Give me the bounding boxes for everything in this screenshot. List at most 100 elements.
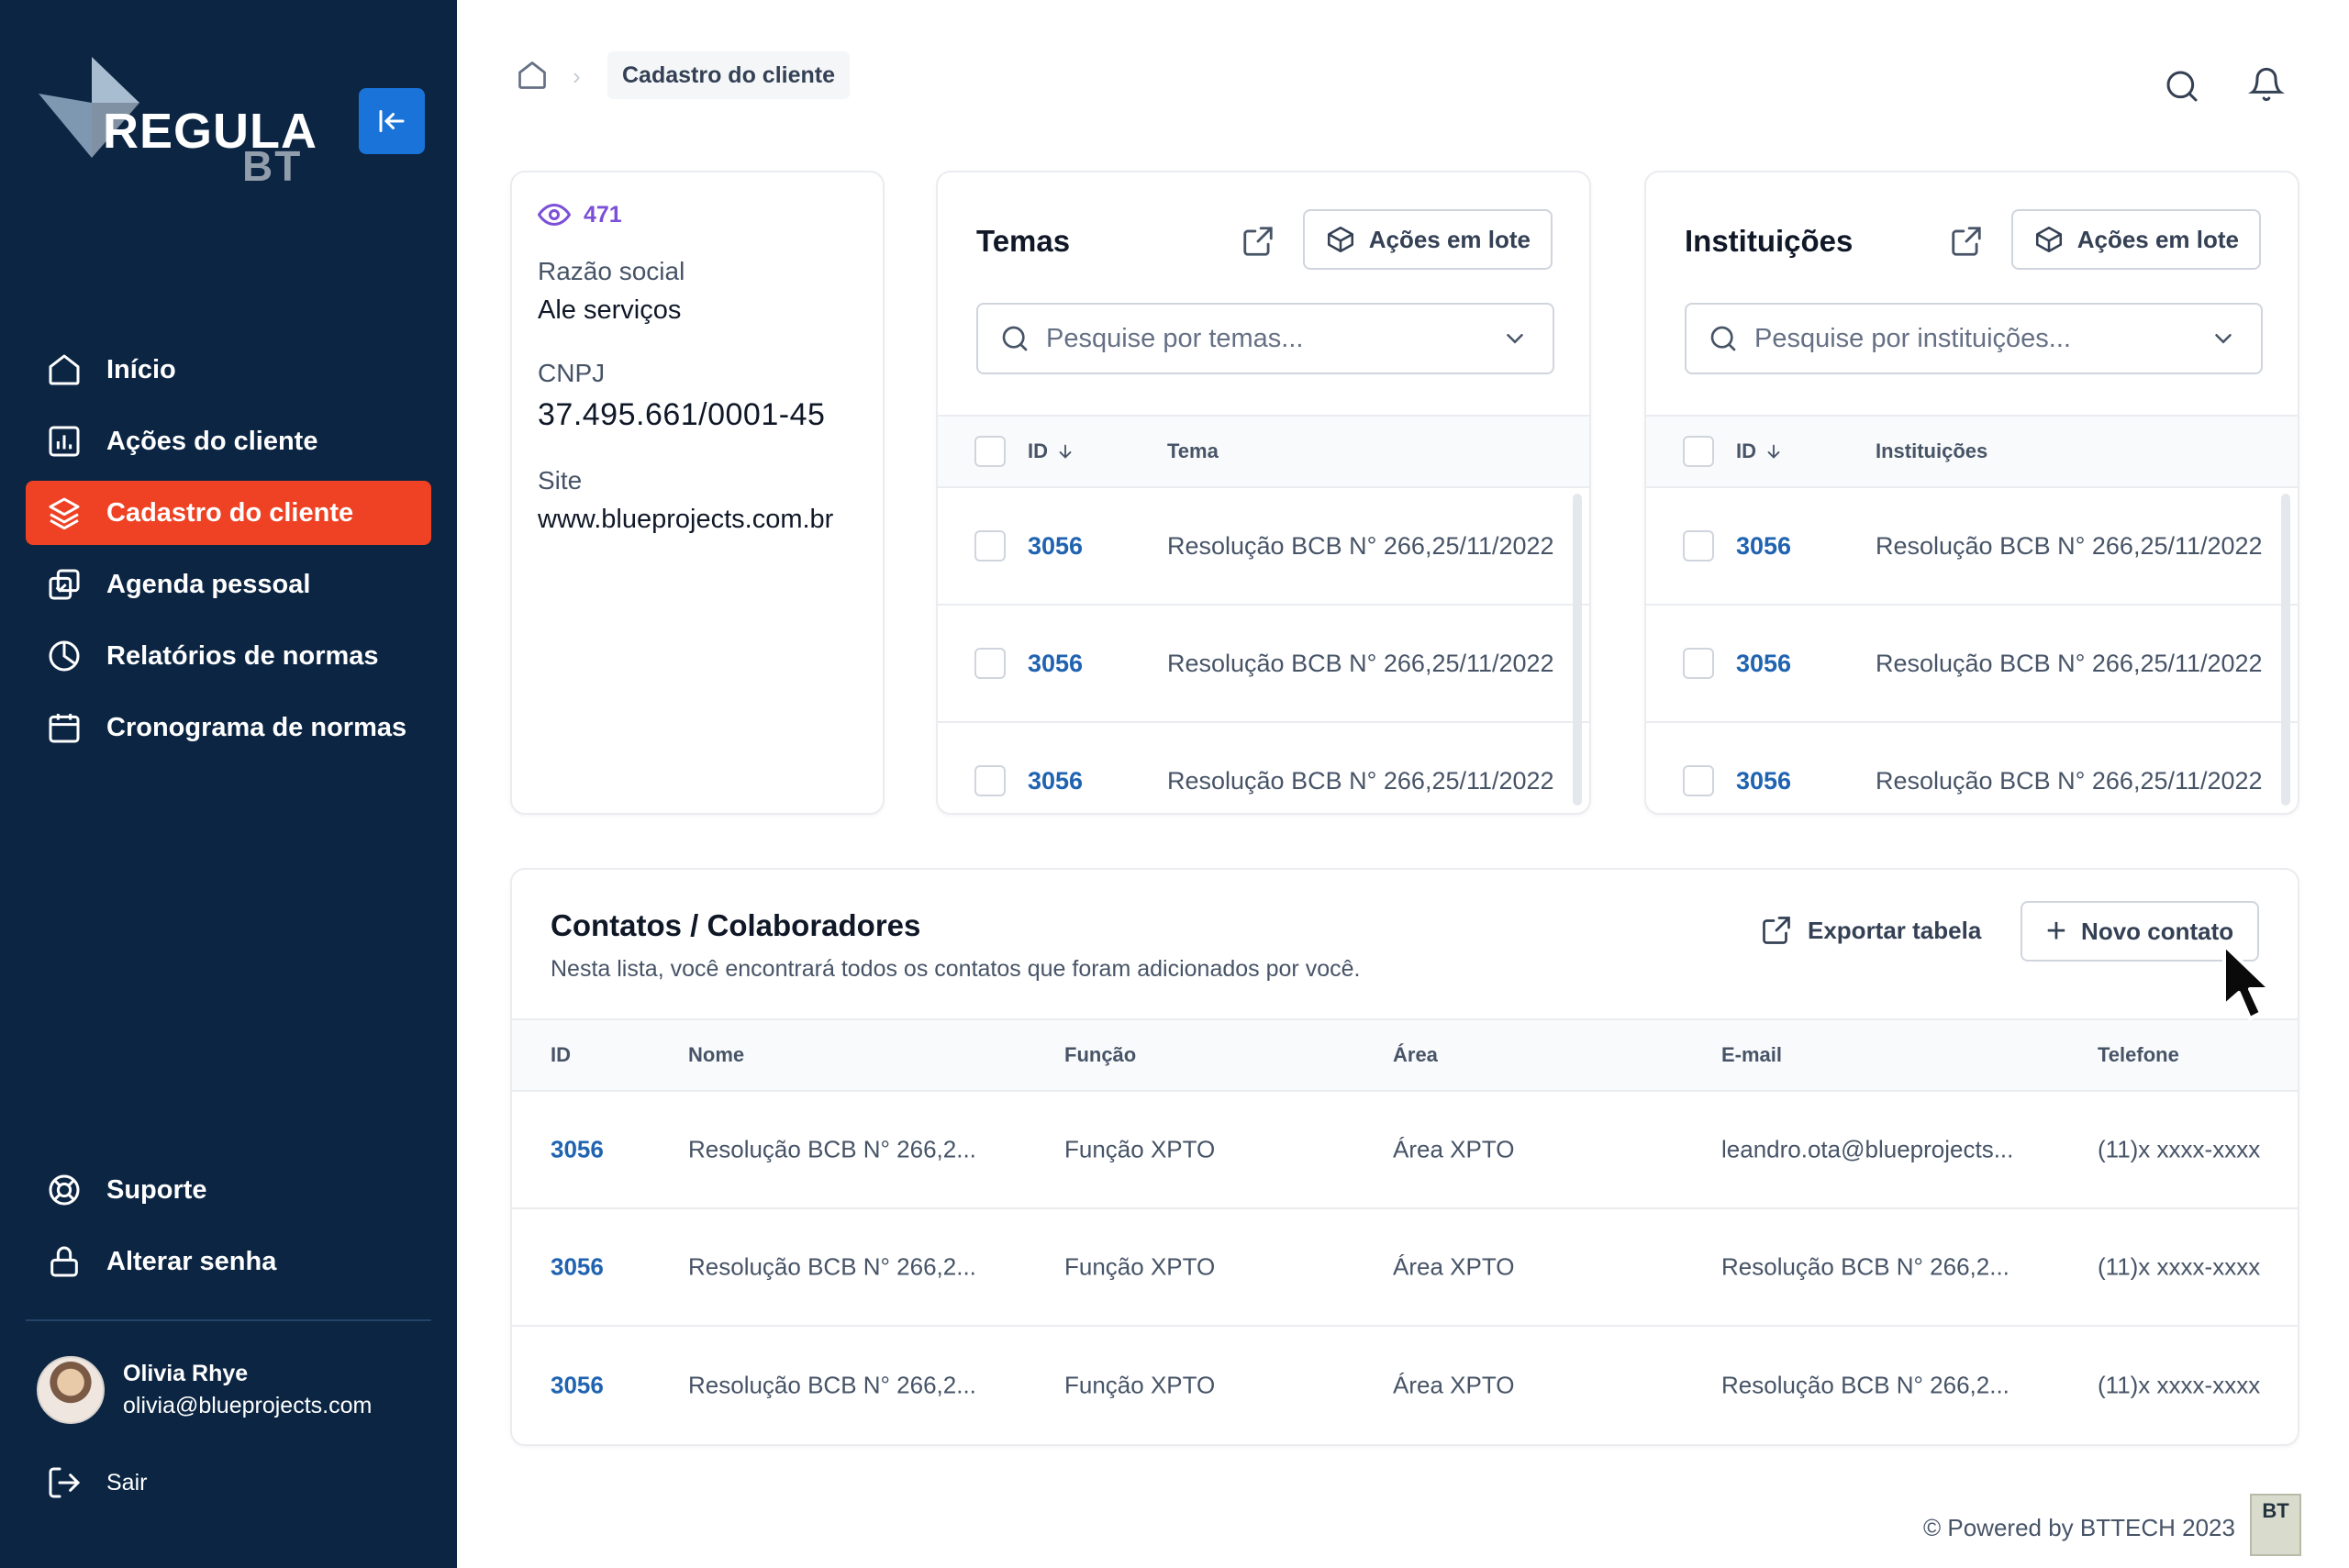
row-checkbox[interactable] [974, 648, 1006, 679]
table-row[interactable]: 3056 Resolução BCB N° 266,25/11/2022 [938, 606, 1589, 723]
row-checkbox[interactable] [1683, 530, 1714, 562]
table-row[interactable]: 3056 Resolução BCB N° 266,25/11/2022 [938, 488, 1589, 606]
cell-area: Área XPTO [1393, 1252, 1515, 1281]
table-row[interactable]: 3056 Resolução BCB N° 266,25/11/2022 [1646, 723, 2298, 813]
sidebar-item-relatorios[interactable]: Relatórios de normas [26, 624, 431, 688]
logo-suffix: BT [242, 142, 303, 190]
logout-button[interactable]: Sair [46, 1464, 147, 1501]
user-profile[interactable]: Olivia Rhye olivia@blueprojects.com [37, 1356, 372, 1424]
table-row[interactable]: 3056 Resolução BCB N° 266,2... Função XP… [512, 1092, 2298, 1209]
check-square-icon [49, 569, 80, 600]
row-checkbox[interactable] [974, 765, 1006, 796]
batch-label: Ações em lote [1368, 225, 1531, 253]
row-instituicao: Resolução BCB N° 266,25/11/2022 [1876, 766, 2263, 795]
calendar-icon [49, 714, 80, 743]
sidebar-item-cadastro[interactable]: Cadastro do cliente [26, 481, 431, 545]
sidebar-item-suporte[interactable]: Suporte [26, 1158, 431, 1222]
scrollbar[interactable] [1573, 494, 1582, 806]
table-header: ID Instituições [1646, 415, 2298, 488]
cell-funcao: Função XPTO [1064, 1252, 1216, 1281]
row-id[interactable]: 3056 [1736, 649, 1792, 677]
sidebar-item-cronograma[interactable]: Cronograma de normas [26, 695, 431, 760]
breadcrumb-home-icon[interactable] [516, 59, 549, 92]
table-row[interactable]: 3056 Resolução BCB N° 266,25/11/2022 [1646, 606, 2298, 723]
external-link-icon[interactable] [1949, 224, 1984, 259]
new-contact-label: Novo contato [2081, 917, 2234, 945]
export-table-button[interactable]: Exportar tabela [1760, 914, 1981, 947]
search-placeholder: Pesquise por instituições... [1754, 323, 2071, 353]
contacts-card: Contatos / Colaboradores Nesta lista, vo… [510, 868, 2299, 1446]
breadcrumb-current[interactable]: Cadastro do cliente [607, 51, 850, 99]
sidebar-item-inicio[interactable]: Início [26, 338, 431, 402]
table-row[interactable]: 3056 Resolução BCB N° 266,2... Função XP… [512, 1209, 2298, 1327]
search-icon [1002, 326, 1028, 351]
cnpj-value: 37.495.661/0001-45 [538, 397, 826, 432]
external-link-icon[interactable] [1241, 224, 1275, 259]
sidebar-item-label: Relatórios de normas [106, 640, 379, 671]
bar-chart-icon [49, 426, 80, 457]
sidebar-item-label: Cronograma de normas [106, 712, 407, 742]
select-all-checkbox[interactable] [1683, 436, 1714, 467]
cell-id[interactable]: 3056 [551, 1371, 604, 1399]
column-label: ID [1736, 439, 1756, 462]
user-email: olivia@blueprojects.com [123, 1393, 373, 1418]
sidebar-item-acoes[interactable]: Ações do cliente [26, 409, 431, 473]
col-telefone: Telefone [2098, 1043, 2179, 1066]
views-count: 471 [538, 198, 857, 231]
new-contact-button[interactable]: + Novo contato [2021, 901, 2259, 962]
batch-label: Ações em lote [2076, 225, 2239, 253]
life-buoy-icon [49, 1174, 80, 1206]
col-area: Área [1393, 1043, 1438, 1066]
chevron-down-icon [1507, 334, 1523, 344]
regula-bt-logo: REGULA BT [39, 57, 317, 195]
row-id[interactable]: 3056 [1736, 531, 1792, 560]
col-email: E-mail [1721, 1043, 1783, 1066]
table-row[interactable]: 3056 Resolução BCB N° 266,25/11/2022 [938, 723, 1589, 813]
temas-batch-actions-button[interactable]: Ações em lote [1302, 209, 1553, 270]
sidebar-item-alterar-senha[interactable]: Alterar senha [26, 1229, 431, 1294]
instituicoes-card: Instituições Ações em lote Pesquise por … [1644, 171, 2299, 815]
table-row[interactable]: 3056 Resolução BCB N° 266,2... Função XP… [512, 1327, 2298, 1444]
instituicoes-search-select[interactable]: Pesquise por instituições... [1685, 303, 2263, 374]
cell-area: Área XPTO [1393, 1135, 1515, 1163]
row-checkbox[interactable] [1683, 648, 1714, 679]
select-all-checkbox[interactable] [974, 436, 1006, 467]
cell-funcao: Função XPTO [1064, 1135, 1216, 1163]
sidebar-item-label: Cadastro do cliente [106, 497, 354, 528]
row-checkbox[interactable] [1683, 765, 1714, 796]
plus-icon: + [2045, 912, 2067, 951]
row-instituicao: Resolução BCB N° 266,25/11/2022 [1876, 531, 2263, 560]
mouse-cursor-icon [2222, 943, 2272, 1020]
id-column-header[interactable]: ID [1736, 439, 1784, 463]
row-id[interactable]: 3056 [1028, 766, 1084, 795]
row-id[interactable]: 3056 [1028, 531, 1084, 560]
row-checkbox[interactable] [974, 530, 1006, 562]
cell-nome: Resolução BCB N° 266,2... [688, 1252, 976, 1281]
collapse-sidebar-button[interactable] [359, 88, 425, 154]
instituicao-column-header: Instituições [1876, 439, 1988, 462]
search-icon[interactable] [2164, 68, 2200, 105]
table-row[interactable]: 3056 Resolução BCB N° 266,25/11/2022 [1646, 488, 2298, 606]
row-id[interactable]: 3056 [1028, 649, 1084, 677]
sidebar-item-label: Agenda pessoal [106, 569, 311, 599]
cell-id[interactable]: 3056 [551, 1135, 604, 1163]
temas-search-select[interactable]: Pesquise por temas... [976, 303, 1554, 374]
sidebar-item-label: Alterar senha [106, 1246, 277, 1276]
pie-chart-icon [49, 640, 80, 672]
sidebar-item-label: Ações do cliente [106, 426, 318, 456]
cell-email: leandro.ota@blueprojects... [1721, 1135, 2014, 1163]
row-tema: Resolução BCB N° 266,25/11/2022 [1167, 531, 1554, 560]
cell-id[interactable]: 3056 [551, 1252, 604, 1281]
bell-icon[interactable] [2248, 66, 2285, 103]
razao-social-value: Ale serviços [538, 295, 682, 325]
scrollbar[interactable] [2281, 494, 2290, 806]
row-id[interactable]: 3056 [1736, 766, 1792, 795]
logout-icon [49, 1467, 81, 1498]
cell-area: Área XPTO [1393, 1371, 1515, 1399]
temas-card: Temas Ações em lote Pesquise por temas..… [936, 171, 1591, 815]
sidebar-item-agenda[interactable]: Agenda pessoal [26, 552, 431, 617]
id-column-header[interactable]: ID [1028, 439, 1075, 463]
instituicoes-batch-actions-button[interactable]: Ações em lote [2010, 209, 2261, 270]
cell-funcao: Função XPTO [1064, 1371, 1216, 1399]
site-value[interactable]: www.blueprojects.com.br [538, 505, 834, 534]
